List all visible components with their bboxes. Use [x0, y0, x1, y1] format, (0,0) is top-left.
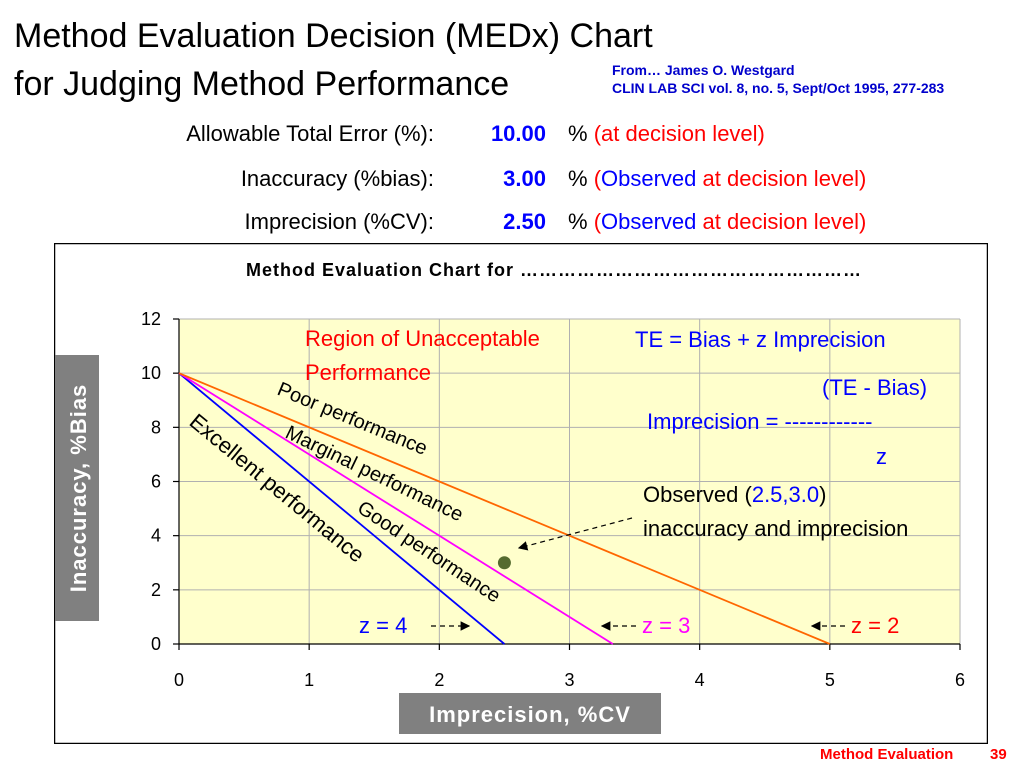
formula-imprecision: Imprecision = ------------ — [647, 409, 872, 434]
chart-title: Method Evaluation Chart for ………………………………… — [246, 260, 862, 280]
page-number: 39 — [990, 746, 1007, 763]
y-tick-label: 12 — [141, 309, 161, 329]
param-note-imprecision: % (Observed at decision level) — [568, 209, 867, 234]
formula-denominator: z — [876, 444, 887, 469]
x-tick-label: 5 — [825, 670, 835, 690]
param-value-total-error: 10.00 — [490, 121, 546, 146]
slide-title-line1: Method Evaluation Decision (MEDx) Chart — [14, 17, 653, 55]
slide-title-line2: for Judging Method Performance — [14, 65, 510, 103]
unacceptable-region-label-1: Region of Unacceptable — [305, 326, 540, 351]
x-tick-label: 6 — [955, 670, 965, 690]
observed-arrow — [517, 517, 633, 551]
observed-label-line2: inaccuracy and imprecision — [643, 516, 908, 541]
formula-te: TE = Bias + z Imprecision — [635, 327, 886, 352]
x-axis-label-box — [399, 693, 661, 734]
x-tick-label: 2 — [434, 670, 444, 690]
x-tick-label: 0 — [174, 670, 184, 690]
z4-label: z = 4 — [359, 613, 407, 638]
observed-point — [497, 556, 511, 570]
observed-label-line1: Observed (2.5,3.0) — [643, 482, 826, 507]
y-tick-label: 2 — [151, 580, 161, 600]
param-value-imprecision: 2.50 — [503, 209, 546, 234]
param-note-inaccuracy: % (Observed at decision level) — [568, 166, 867, 191]
x-tick-label: 4 — [695, 670, 705, 690]
citation-line1: From… James O. Westgard — [612, 62, 795, 78]
param-label-inaccuracy: Inaccuracy (%bias): — [240, 166, 434, 191]
param-note-total-error: % (at decision level) — [568, 121, 765, 146]
z3-label: z = 3 — [642, 613, 690, 638]
y-tick-label: 6 — [151, 472, 161, 492]
x-axis-label: Imprecision, %CV — [429, 702, 631, 727]
medx-chart: Method Evaluation Chart for ………………………………… — [54, 243, 988, 744]
x-tick-label: 1 — [304, 670, 314, 690]
param-label-imprecision: Imprecision (%CV): — [244, 209, 434, 234]
y-tick-label: 0 — [151, 634, 161, 654]
series-line-z2 — [178, 372, 831, 645]
y-tick-label: 4 — [151, 526, 161, 546]
y-axis-label-box — [55, 355, 99, 621]
x-tick-label: 3 — [564, 670, 574, 690]
y-tick-label: 8 — [151, 417, 161, 437]
param-value-inaccuracy: 3.00 — [503, 166, 546, 191]
footer-label: Method Evaluation — [820, 746, 954, 763]
citation-line2: CLIN LAB SCI vol. 8, no. 5, Sept/Oct 199… — [612, 80, 945, 96]
series-line-z4 — [178, 372, 505, 645]
y-axis-label: Inaccuracy, %Bias — [66, 384, 91, 593]
unacceptable-region-label-2: Performance — [305, 360, 431, 385]
param-label-total-error: Allowable Total Error (%): — [186, 121, 434, 146]
z2-label: z = 2 — [851, 613, 899, 638]
formula-numerator: (TE - Bias) — [822, 375, 927, 400]
series-line-z3 — [178, 372, 614, 645]
y-tick-label: 10 — [141, 363, 161, 383]
